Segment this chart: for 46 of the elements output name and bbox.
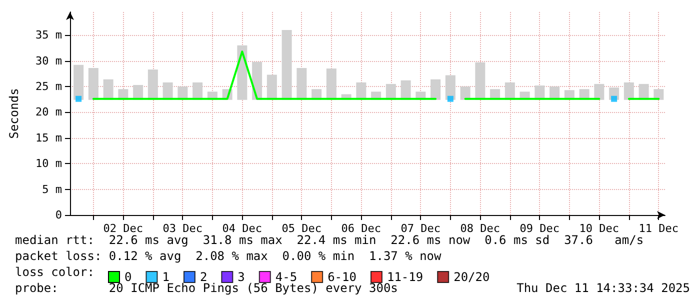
x-tick-label: 05 Dec bbox=[282, 222, 322, 235]
y-tick-label: 25 m bbox=[36, 80, 62, 94]
legend-label: 0 bbox=[124, 270, 132, 284]
bar bbox=[400, 80, 411, 100]
bar bbox=[266, 74, 277, 100]
x-tick-label: 09 Dec bbox=[520, 222, 560, 235]
y-tick-label: 0 bbox=[55, 208, 62, 222]
x-tick-label: 04 Dec bbox=[222, 222, 262, 235]
x-tick-label: 02 Dec bbox=[103, 222, 144, 235]
x-tick-label: 10 Dec bbox=[579, 222, 620, 235]
bar bbox=[88, 68, 98, 100]
x-tick-label: 08 Dec bbox=[460, 222, 500, 235]
legend-title: loss color: bbox=[15, 265, 94, 279]
legend-label: 2 bbox=[200, 270, 208, 284]
legend-label: 4-5 bbox=[275, 270, 298, 284]
x-tick-label: 07 Dec bbox=[400, 222, 441, 235]
legend-label: 20/20 bbox=[454, 270, 490, 284]
text: probe: 20 ICMP Echo Pings (56 Bytes) every 300s bbox=[15, 281, 398, 295]
bar bbox=[624, 82, 634, 100]
x-tick-label: 11 Dec bbox=[638, 222, 679, 235]
y-axis-title: Seconds bbox=[7, 88, 21, 139]
y-tick-label: 20 m bbox=[36, 106, 62, 119]
bar bbox=[148, 70, 158, 100]
bar bbox=[460, 86, 470, 100]
y-tick-label: 15 m bbox=[36, 131, 62, 144]
legend-label: 3 bbox=[238, 270, 245, 284]
bar bbox=[296, 68, 307, 100]
y-tick-label: 10 m bbox=[36, 157, 62, 170]
y-tick-label: 35 m bbox=[36, 28, 62, 42]
legend-label: 11-19 bbox=[386, 270, 424, 284]
y-tick-label: 5 m bbox=[42, 182, 62, 196]
x-tick-label: 03 Dec bbox=[162, 222, 203, 235]
y-tick-label: 30 m bbox=[36, 54, 62, 68]
text: Thu Dec 11 14:33:34 2025 bbox=[516, 281, 690, 295]
bar bbox=[475, 62, 486, 100]
bar bbox=[282, 30, 292, 100]
legend-label: 6-10 bbox=[328, 270, 356, 284]
bar bbox=[74, 64, 84, 100]
legend-label: 1 bbox=[162, 270, 170, 284]
bar bbox=[445, 75, 456, 100]
bar bbox=[594, 84, 604, 100]
x-tick-label: 06 Dec bbox=[341, 222, 382, 235]
text: packet loss: 0.12 % avg 2.08 % max 0.00 % min 1.37 % now bbox=[15, 249, 442, 263]
bar bbox=[326, 68, 336, 100]
text: median rtt: 22.6 ms avg 31.8 ms max 22.4 ms min 22.6 ms now 0.6 ms sd 37.6 am/s bbox=[15, 233, 644, 247]
bar bbox=[430, 79, 441, 100]
